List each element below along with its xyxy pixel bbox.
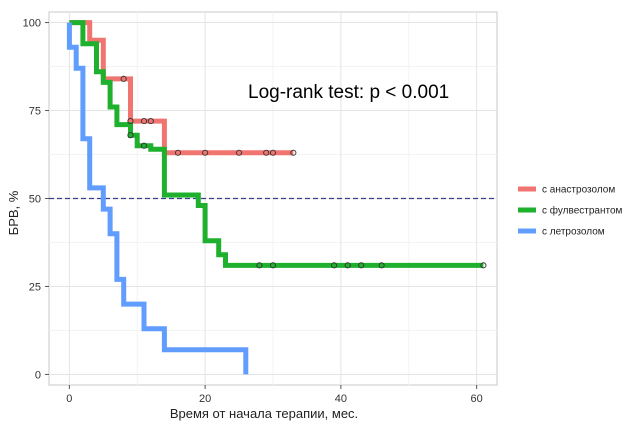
censor-mark [127, 118, 134, 125]
censor-mark [331, 262, 338, 269]
y-tick-label: 100 [23, 18, 41, 30]
y-tick-label: 25 [29, 281, 41, 293]
censor-mark [202, 149, 209, 156]
censor-mark [236, 149, 243, 156]
censor-mark [480, 262, 487, 269]
y-tick-label: 75 [29, 106, 41, 118]
y-tick-label: 50 [29, 194, 41, 206]
survival-curves [66, 20, 484, 375]
x-tick-label: 20 [199, 393, 211, 405]
legend-label: с летрозолом [542, 227, 605, 238]
censor-mark [140, 118, 148, 125]
x-tick-label: 40 [335, 393, 347, 405]
x-axis-ticks: 0 20 40 60 [66, 385, 483, 405]
x-axis-title: Время от начала терапии, мес. [170, 406, 358, 421]
legend-label: с фулвестрантом [542, 205, 623, 217]
censor-mark [256, 262, 263, 269]
series-line [69, 20, 484, 268]
censor-mark [140, 142, 148, 149]
censor-mark [120, 75, 127, 82]
x-tick-label: 60 [471, 393, 483, 405]
censor-mark [290, 149, 297, 156]
censor-mark [263, 149, 270, 156]
series-line [66, 22, 249, 375]
censor-mark [378, 262, 385, 269]
censor-mark [147, 118, 154, 125]
censor-mark [344, 262, 351, 269]
y-axis-title: БРВ, % [6, 190, 21, 235]
censor-mark [269, 262, 277, 269]
logrank-annotation: Log-rank test: p < 0.001 [248, 82, 449, 103]
series-line [69, 20, 294, 156]
censor-mark [358, 262, 365, 269]
legend-label: с анастрозолом [542, 185, 615, 196]
y-tick-label: 0 [35, 369, 41, 381]
censor-mark [174, 149, 182, 156]
censor-mark [127, 132, 134, 139]
legend: с анастрозолом с фулвестрантом с летрозоло… [518, 185, 623, 238]
censor-markers [120, 75, 487, 269]
x-tick-label: 0 [66, 393, 72, 405]
censor-mark [269, 149, 277, 156]
y-axis-ticks: 0 25 50 75 100 [23, 18, 49, 381]
